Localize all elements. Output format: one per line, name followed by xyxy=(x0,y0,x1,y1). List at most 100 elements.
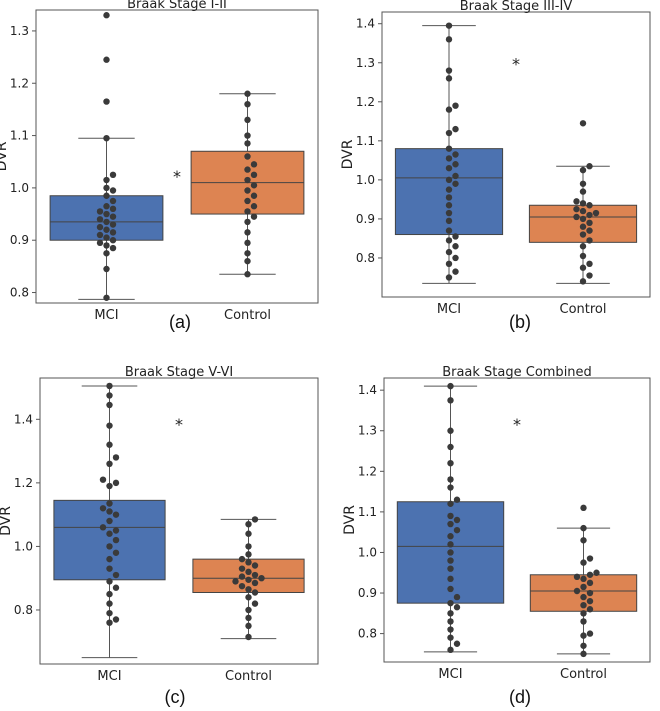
data-point xyxy=(244,140,251,147)
data-point xyxy=(453,526,461,534)
data-point xyxy=(244,116,251,124)
y-tick-label: 0.8 xyxy=(358,627,377,641)
data-point xyxy=(109,237,117,244)
data-point xyxy=(447,476,454,483)
data-point xyxy=(106,543,113,550)
data-point xyxy=(447,610,454,617)
data-point xyxy=(579,215,587,223)
y-tick-label: 1.1 xyxy=(10,129,29,143)
data-point xyxy=(251,579,259,587)
data-point xyxy=(250,182,258,189)
data-point xyxy=(445,186,453,193)
data-point xyxy=(103,265,110,273)
data-point xyxy=(573,198,580,205)
data-point xyxy=(445,248,453,256)
data-point xyxy=(103,234,110,241)
data-point xyxy=(109,221,117,228)
data-point xyxy=(586,163,593,170)
data-point xyxy=(586,202,593,209)
x-tick-label: MCI xyxy=(438,667,462,682)
data-point xyxy=(232,578,239,585)
data-point xyxy=(452,161,459,168)
y-tick-label: 1.3 xyxy=(358,424,377,438)
data-point xyxy=(586,227,593,234)
data-point xyxy=(445,164,453,172)
data-point xyxy=(106,578,113,585)
mci-box-group xyxy=(396,382,505,654)
data-point xyxy=(96,208,104,215)
data-point xyxy=(258,575,265,582)
y-tick-label: 1.4 xyxy=(14,412,33,426)
data-point xyxy=(245,551,252,558)
data-point xyxy=(244,257,251,265)
x-tick-label: Control xyxy=(560,667,607,682)
y-tick-label: 1.2 xyxy=(356,95,375,109)
data-point xyxy=(445,217,453,225)
data-point xyxy=(99,476,107,483)
data-point xyxy=(452,243,459,250)
data-point xyxy=(251,589,259,596)
data-point xyxy=(103,192,110,199)
data-point xyxy=(245,530,252,537)
data-point xyxy=(586,630,594,637)
data-point xyxy=(244,271,251,278)
data-point xyxy=(573,573,581,580)
data-point xyxy=(106,555,113,563)
y-axis-label: DVR xyxy=(342,505,358,535)
data-point xyxy=(445,67,453,74)
data-point xyxy=(447,618,454,625)
data-point xyxy=(453,496,461,503)
data-point xyxy=(245,606,252,614)
data-point xyxy=(447,626,454,633)
data-point xyxy=(447,484,454,491)
data-point xyxy=(579,223,587,230)
data-point xyxy=(579,188,587,195)
data-point xyxy=(580,537,587,544)
significance-marker: * xyxy=(512,55,520,74)
chart-title: Braak Stage III-IV xyxy=(460,0,573,14)
control-box-group xyxy=(528,120,638,285)
x-tick-label: Control xyxy=(560,302,607,317)
data-point xyxy=(447,512,454,520)
y-tick-label: 1.0 xyxy=(14,539,33,553)
data-point xyxy=(586,589,594,597)
y-tick-label: 1.4 xyxy=(356,17,375,31)
panel-caption: (d) xyxy=(509,687,531,707)
y-tick-label: 1.4 xyxy=(358,383,377,397)
data-point xyxy=(580,583,587,591)
data-point xyxy=(244,90,251,97)
data-point xyxy=(109,213,117,220)
chart-panel-3: Braak Stage V-VI 0.8 1.0 1.2 1.4 DVR MCI Contro… xyxy=(0,365,319,707)
data-point xyxy=(580,618,587,625)
data-point xyxy=(112,584,120,591)
data-point xyxy=(579,207,587,215)
data-point xyxy=(103,203,110,210)
data-point xyxy=(106,530,113,537)
control-box-group xyxy=(529,504,638,658)
y-tick-label: 1.2 xyxy=(10,76,29,90)
data-point xyxy=(579,264,587,271)
data-point xyxy=(453,640,461,647)
data-point xyxy=(452,102,459,109)
data-point xyxy=(452,254,459,262)
data-point xyxy=(106,609,113,617)
chart-title: Braak Stage V-VI xyxy=(125,365,233,380)
control-box-group xyxy=(192,516,305,641)
data-point xyxy=(244,176,251,184)
y-tick-label: 0.8 xyxy=(10,286,29,300)
data-point xyxy=(250,171,258,179)
data-point xyxy=(445,75,453,82)
data-point xyxy=(245,594,252,601)
data-point xyxy=(251,571,259,579)
data-point xyxy=(447,599,454,607)
data-point xyxy=(445,22,453,29)
y-axis-label: DVR xyxy=(340,139,356,169)
data-point xyxy=(112,616,120,623)
chart-panel-4: Braak Stage Combined 0.8 0.9 1.0 1.1 1.2 1.3 1.… xyxy=(342,365,651,707)
data-point xyxy=(238,565,246,572)
data-point xyxy=(586,219,593,227)
data-point xyxy=(250,161,258,168)
data-point xyxy=(452,151,459,158)
y-tick-label: 1.0 xyxy=(356,173,375,187)
data-point xyxy=(580,575,587,583)
